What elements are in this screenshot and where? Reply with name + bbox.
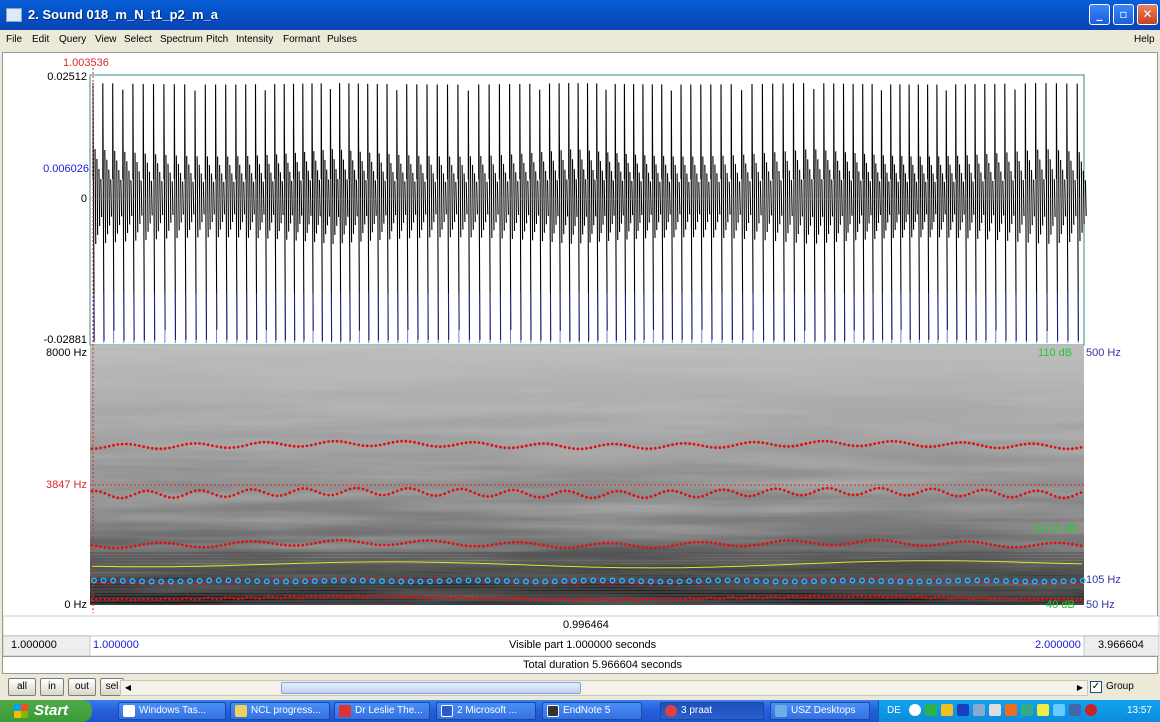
monitor-icon[interactable] <box>973 704 985 716</box>
menu-select[interactable]: Select <box>124 34 152 45</box>
pitch-min-label: 50 Hz <box>1086 599 1115 611</box>
zoom-out-button[interactable]: out <box>68 678 96 696</box>
system-tray: DE 13:57 <box>878 700 1160 722</box>
waveform-min-label: -0.02881 <box>3 334 87 346</box>
maximize-button[interactable]: ▫ <box>1113 4 1134 25</box>
intensity-min-label: 40 dB <box>1046 599 1075 611</box>
waveform-zero-label: 0 <box>3 193 87 205</box>
editor-graphics[interactable] <box>3 53 1159 661</box>
group-checkbox[interactable]: ✓ <box>1090 681 1102 693</box>
spectrogram-max-freq: 8000 Hz <box>3 347 87 359</box>
scroll-thumb[interactable] <box>281 682 581 694</box>
mail-icon[interactable] <box>1069 704 1081 716</box>
window-icon <box>6 8 22 22</box>
security-shield-icon[interactable] <box>941 704 953 716</box>
endnote-icon <box>547 705 559 717</box>
start-label: Start <box>34 702 68 719</box>
zoom-in-button[interactable]: in <box>40 678 64 696</box>
windows-logo-icon <box>14 704 28 718</box>
left-visible-time: 1.000000 <box>93 639 139 651</box>
task-ncl-progress[interactable]: NCL progress... <box>230 702 330 720</box>
device-icon[interactable] <box>1053 704 1065 716</box>
task-windows-task[interactable]: Windows Tas... <box>118 702 226 720</box>
group-label: Group <box>1106 681 1134 692</box>
windows-taskbar: Start Windows Tas... NCL progress... Dr … <box>0 700 1160 722</box>
network-icon[interactable] <box>925 704 937 716</box>
scroll-left-icon[interactable]: ◀ <box>121 681 135 695</box>
spectrogram-texture <box>90 345 1084 605</box>
pitch-value-label: 105 Hz <box>1086 574 1121 586</box>
menu-help[interactable]: Help <box>1134 34 1155 45</box>
task-endnote[interactable]: EndNote 5 <box>542 702 642 720</box>
folder-icon <box>235 705 247 717</box>
menu-pulses[interactable]: Pulses <box>327 34 357 45</box>
right-outer-time: 3.966604 <box>1098 639 1144 651</box>
spectrogram-min-freq: 0 Hz <box>3 599 87 611</box>
menu-file[interactable]: File <box>6 34 22 45</box>
task-microsoft-word[interactable]: 2 Microsoft ... <box>436 702 536 720</box>
visible-part-label: Visible part 1.000000 seconds <box>509 639 656 651</box>
title-bar: 2. Sound 018_m_N_t1_p2_m_a _ ▫ ✕ <box>0 0 1160 30</box>
cursor-frequency-label: 3847 Hz <box>3 479 87 491</box>
pdf-icon <box>339 705 351 717</box>
language-indicator[interactable]: DE <box>887 705 901 716</box>
antivirus-icon[interactable] <box>1085 704 1097 716</box>
task-dr-leslie[interactable]: Dr Leslie The... <box>334 702 430 720</box>
menu-query[interactable]: Query <box>59 34 86 45</box>
time-scrollbar[interactable]: ◀ ▶ <box>120 680 1088 696</box>
left-outer-time: 1.000000 <box>11 639 57 651</box>
menu-view[interactable]: View <box>95 34 117 45</box>
zoom-toolbar: all in out sel ◀ ▶ ✓ Group <box>0 676 1160 698</box>
editor-canvas[interactable]: 1.003536 0.02512 0.006026 0 -0.02881 800… <box>2 52 1158 660</box>
menu-formant[interactable]: Formant <box>283 34 320 45</box>
power-icon[interactable] <box>1037 704 1049 716</box>
word-icon <box>441 705 453 717</box>
intensity-max-label: 110 dB <box>1038 347 1072 359</box>
clock: 13:57 <box>1127 705 1152 716</box>
pitch-max-label: 500 Hz <box>1086 347 1121 359</box>
desktop-icon <box>775 705 787 717</box>
bluetooth-icon[interactable] <box>957 704 969 716</box>
waveform-max-label: 0.02512 <box>3 71 87 83</box>
menu-spectrum[interactable]: Spectrum <box>160 34 203 45</box>
task-manager-icon <box>123 705 135 717</box>
waveform-cursor-value: 0.006026 <box>3 163 89 175</box>
task-praat[interactable]: 3 praat <box>660 702 764 720</box>
back-arrow-icon[interactable] <box>909 704 921 716</box>
window-title: 2. Sound 018_m_N_t1_p2_m_a <box>28 7 218 22</box>
menu-intensity[interactable]: Intensity <box>236 34 273 45</box>
update-icon[interactable] <box>1005 704 1017 716</box>
cursor-time-readout: 0.996464 <box>563 619 609 631</box>
right-visible-time: 2.000000 <box>1035 639 1081 651</box>
start-button[interactable]: Start <box>0 700 92 722</box>
minimize-button[interactable]: _ <box>1089 4 1110 25</box>
menu-bar: File Edit Query View Select Spectrum Pit… <box>0 30 1160 50</box>
sync-icon[interactable] <box>1021 704 1033 716</box>
scroll-right-icon[interactable]: ▶ <box>1073 681 1087 695</box>
total-duration-label: Total duration 5.966604 seconds <box>523 659 682 671</box>
volume-icon[interactable] <box>989 704 1001 716</box>
intensity-value-label: 54.16 dB <box>1033 523 1077 535</box>
menu-pitch[interactable]: Pitch <box>206 34 228 45</box>
total-duration-bar[interactable]: Total duration 5.966604 seconds <box>2 656 1158 674</box>
zoom-all-button[interactable]: all <box>8 678 36 696</box>
close-button[interactable]: ✕ <box>1137 4 1158 25</box>
task-usz-desktops[interactable]: USZ Desktops <box>770 702 870 720</box>
menu-edit[interactable]: Edit <box>32 34 49 45</box>
cursor-time-label: 1.003536 <box>63 57 109 69</box>
praat-icon <box>665 705 677 717</box>
